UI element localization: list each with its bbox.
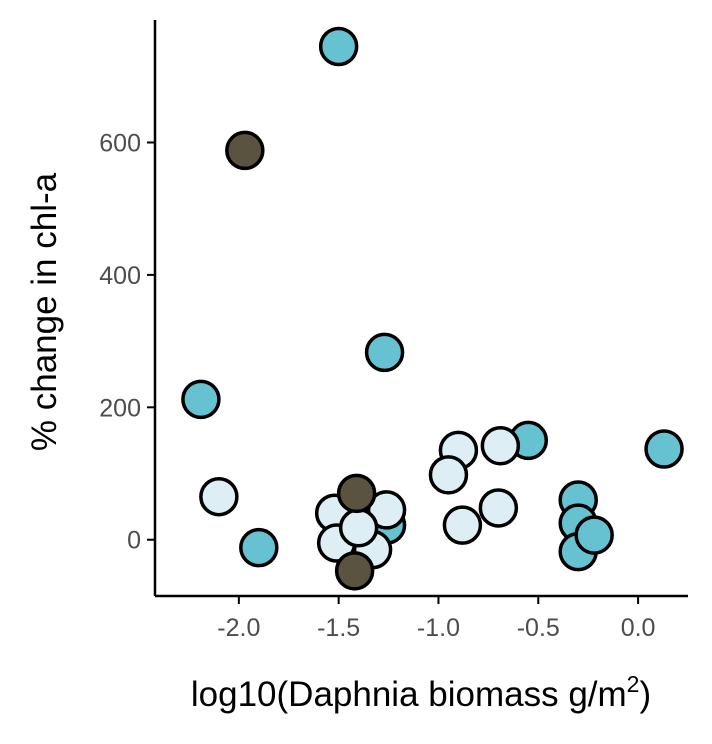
x-tick-label: -1.5 (317, 614, 360, 642)
y-tick-label: 0 (127, 527, 141, 555)
y-axis-title: % change in chl-a (25, 172, 64, 451)
x-tick-label: -0.5 (517, 614, 560, 642)
x-axis-title: log10(Daphnia biomass g/m2) (191, 671, 651, 714)
data-point-light (338, 508, 379, 548)
x-axis-title-main: log10(Daphnia biomass g/m (191, 675, 627, 714)
data-point-light (478, 488, 519, 528)
y-axis-ticks: 0 200 400 600 (99, 129, 155, 555)
data-point-dark (334, 551, 375, 591)
data-point-light (480, 425, 521, 466)
x-tick-label: -2.0 (217, 614, 260, 642)
x-axis-title-suffix: ) (639, 675, 651, 714)
data-point-dark (225, 130, 265, 171)
x-axis-title-superscript: 2 (627, 671, 640, 697)
y-tick-label: 400 (99, 262, 141, 290)
data-point-dark (336, 473, 377, 514)
data-point-teal (318, 26, 359, 67)
data-point-light (428, 455, 469, 495)
data-point-teal (364, 332, 405, 373)
x-tick-label: 0.0 (621, 614, 656, 642)
data-point-light (366, 490, 407, 530)
x-tick-label: -1.0 (417, 614, 460, 642)
data-points (181, 26, 684, 591)
data-point-light (199, 476, 239, 517)
data-point-teal (239, 527, 279, 568)
data-point-teal (574, 515, 614, 555)
data-point-teal (181, 379, 221, 420)
x-axis-ticks: -2.0 -1.5 -1.0 -0.5 0.0 (217, 596, 655, 642)
data-point-teal (644, 429, 684, 469)
data-point-light (442, 505, 483, 545)
y-tick-label: 200 (99, 394, 141, 422)
y-tick-label: 600 (99, 129, 141, 157)
